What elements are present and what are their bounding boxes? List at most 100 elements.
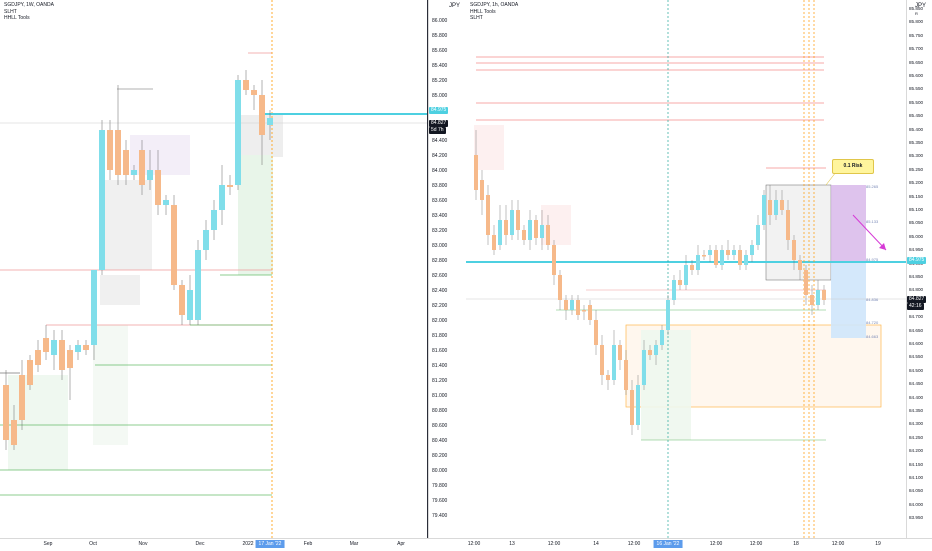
hourly-chart-canvas[interactable] <box>466 0 906 538</box>
candle-body <box>35 350 41 365</box>
candle-body <box>780 200 784 210</box>
candle-body <box>804 270 808 295</box>
candle-body <box>522 230 526 240</box>
price-tick-label: 84.000 <box>432 168 448 174</box>
price-tick-label: 79.600 <box>432 498 448 504</box>
price-tick-label: 81.000 <box>432 393 448 399</box>
candle-body <box>630 390 634 425</box>
projection-arrow <box>852 214 887 251</box>
price-tick-label: 84.200 <box>432 153 448 159</box>
supply-zone <box>541 205 571 245</box>
candle-body <box>708 250 712 255</box>
candle-body <box>83 345 89 350</box>
indicator-slht-label[interactable]: SLHT <box>470 15 483 21</box>
risk-box-level-label: 84.836 <box>866 297 879 302</box>
indicator-hhll-label[interactable]: HHLL Tools <box>470 8 496 15</box>
bar-countdown: 5d 7h <box>429 127 446 134</box>
price-tick-label: 84.100 <box>909 475 924 480</box>
candle-body <box>690 265 694 270</box>
price-tick-label: 79.800 <box>432 483 448 489</box>
candle-body <box>235 80 241 185</box>
candle-body <box>171 205 177 285</box>
pane-divider[interactable] <box>427 0 428 550</box>
candle-body <box>732 250 736 255</box>
time-tick-label: 12:00 <box>749 541 763 547</box>
time-tick-label: Dec <box>195 541 205 547</box>
currency-icon[interactable]: JPY <box>915 3 927 9</box>
candle-body <box>816 290 820 305</box>
candle-body <box>606 375 610 380</box>
time-tick-label: 12:00 <box>709 541 723 547</box>
price-tick-label: 85.100 <box>909 207 924 212</box>
candle-body <box>696 255 700 270</box>
price-tick-label: 85.000 <box>432 93 448 99</box>
risk-box-level-label: 84.720 <box>866 320 879 325</box>
price-tick-label: 85.000 <box>909 233 924 239</box>
hourly-symbol-title[interactable]: SGDJPY, 1h, OANDA <box>470 2 519 8</box>
price-tick-label: 82.600 <box>432 273 448 279</box>
candle-body <box>702 255 706 257</box>
hourly-price-axis[interactable]: JPY R 85.850 85.800 85.750 85.700 85.650 85.6… <box>906 0 932 538</box>
indicator-hhll-label[interactable]: HHLL Tools <box>4 15 30 21</box>
price-tick-label: 86.000 <box>432 18 448 24</box>
candle-body <box>684 265 688 285</box>
candle-body <box>19 375 25 420</box>
indicator-slht-label[interactable]: SLHT <box>4 8 17 15</box>
candle-body <box>726 250 730 255</box>
candle-body <box>219 185 225 210</box>
price-tick-label: 85.600 <box>909 73 924 78</box>
candle-body <box>786 210 790 240</box>
price-tick-label: 82.200 <box>432 303 448 309</box>
risk-callout[interactable]: 0.1 Risk <box>832 159 874 174</box>
weekly-price-axis[interactable]: JPY 86.000 85.800 85.600 85.400 85.200 85.000… <box>428 0 467 538</box>
time-tick-label: 12:00 <box>627 541 641 547</box>
candle-body <box>155 170 161 205</box>
candle-body <box>195 250 201 320</box>
time-tick-label: 12:00 <box>831 541 845 547</box>
price-tick-label: 84.300 <box>909 421 924 427</box>
consolidation-zone <box>100 180 152 270</box>
weekly-chart-canvas[interactable] <box>0 0 428 538</box>
currency-icon[interactable]: JPY <box>449 3 461 9</box>
candle-body <box>564 300 568 310</box>
candle-body <box>798 260 802 270</box>
price-tick-label: 84.250 <box>909 434 924 440</box>
time-axis[interactable]: Sep Oct Nov Dec 2022 Feb Mar Apr 17 Jan '22 12:… <box>0 538 932 551</box>
risk-box-level-label: 85.133 <box>866 219 879 224</box>
candle-body <box>187 290 193 320</box>
price-tick-label: 85.550 <box>909 86 924 92</box>
price-tick-label: 85.400 <box>909 126 924 132</box>
candle-body <box>594 320 598 345</box>
price-tick-label: 84.650 <box>909 327 924 333</box>
callout-pointer <box>825 171 837 186</box>
price-tick-label: 84.800 <box>909 287 924 293</box>
price-tick-label: 83.600 <box>432 198 448 204</box>
candle-body <box>504 220 508 235</box>
price-tick-label: 84.400 <box>432 138 448 144</box>
weekly-symbol-title[interactable]: SGDJPY, 1W, OANDA <box>4 2 54 8</box>
price-tick-label: 85.400 <box>432 63 448 69</box>
candle-body <box>624 360 628 390</box>
candle-body <box>642 350 646 385</box>
current-price-tag: 84.827 <box>429 120 449 127</box>
consolidation-zone <box>100 275 140 305</box>
level-price-tag: 84.975 <box>907 257 927 264</box>
price-tick-label: 85.150 <box>909 193 924 199</box>
time-tick-label: 18 <box>793 541 799 547</box>
price-tick-label: 80.200 <box>432 453 448 459</box>
candle-body <box>636 385 640 425</box>
candle-body <box>486 195 490 235</box>
price-tick-label: 84.850 <box>909 274 924 279</box>
candle-body <box>648 350 652 355</box>
time-tick-label: 12:00 <box>547 541 561 547</box>
candle-body <box>588 305 592 320</box>
candle-body <box>498 220 502 245</box>
hourly-chart-pane[interactable]: SGDJPY, 1h, OANDA HHLL Tools SLHT 0.1 Ri… <box>466 0 906 538</box>
price-tick-label: 85.050 <box>909 220 924 226</box>
scale-mode-icon[interactable]: R <box>915 11 918 16</box>
candle-body <box>115 130 121 175</box>
candle-body <box>75 345 81 352</box>
candle-body <box>762 195 766 225</box>
price-tick-label: 82.400 <box>432 288 448 294</box>
weekly-chart-pane[interactable]: SGDJPY, 1W, OANDA SLHT HHLL Tools <box>0 0 428 538</box>
